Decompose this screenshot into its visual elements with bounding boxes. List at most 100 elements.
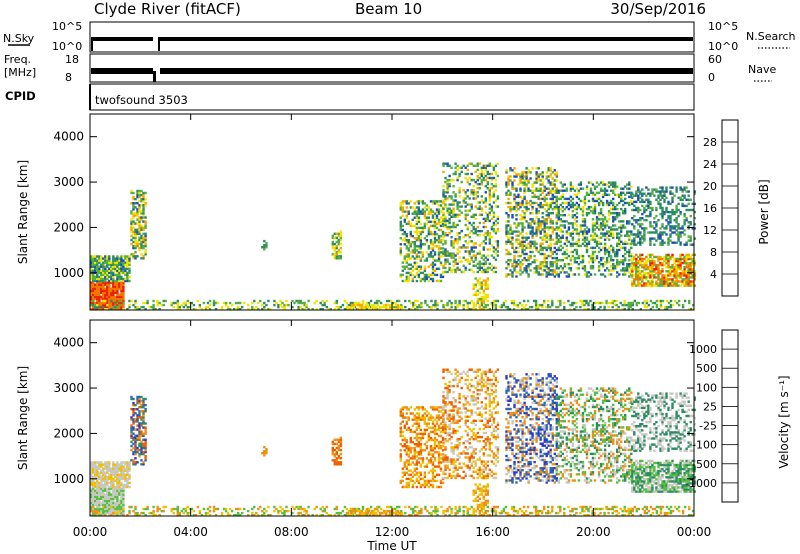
power-cell (565, 189, 568, 192)
power-cell (337, 305, 340, 309)
power-cell (615, 299, 618, 303)
power-cell (458, 232, 461, 235)
velocity-cell (134, 450, 137, 454)
power-cell (587, 212, 591, 215)
power-cell (541, 189, 544, 192)
power-cell (612, 207, 615, 211)
power-cell (208, 308, 212, 311)
power-cell (633, 255, 636, 259)
power-cell (429, 241, 433, 244)
power-cell (474, 246, 477, 249)
velocity-cell (114, 514, 117, 517)
power-cell (452, 256, 455, 259)
power-cell (661, 210, 664, 214)
power-cell (116, 279, 119, 283)
power-cell (543, 185, 546, 188)
power-cell (517, 207, 520, 211)
power-cell (476, 266, 479, 270)
power-cell (136, 232, 139, 235)
power-cell (439, 210, 443, 213)
power-cell (114, 273, 117, 277)
power-cell (525, 189, 528, 192)
power-cell (693, 263, 696, 267)
power-cell (116, 267, 119, 270)
power-cell (637, 282, 640, 285)
power-cell (405, 275, 408, 279)
power-cell (612, 220, 615, 223)
power-cell (527, 226, 530, 229)
power-cell (164, 299, 167, 303)
power-cell (589, 265, 593, 268)
velocity-cell (102, 497, 105, 500)
power-cell (437, 253, 441, 256)
power-cell (589, 246, 593, 250)
power-cell (689, 284, 692, 287)
velocity-cell (108, 485, 111, 489)
power-cell (571, 205, 575, 209)
power-cell (484, 262, 487, 265)
power-cell (515, 187, 518, 190)
velocity-cell (98, 463, 101, 466)
power-cell (629, 305, 632, 309)
power-cell (603, 305, 606, 309)
power-cell (689, 263, 692, 267)
power-cell (439, 216, 443, 219)
velocity-cell (124, 473, 127, 476)
power-cell (549, 226, 552, 229)
velocity-cell (132, 442, 135, 446)
velocity-cell (96, 477, 99, 481)
power-cell (176, 305, 179, 309)
power-cell (573, 256, 577, 260)
power-cell (492, 223, 496, 227)
power-cell (513, 261, 516, 264)
power-cell (585, 230, 589, 233)
power-cell (490, 205, 494, 208)
power-cell (417, 218, 421, 221)
power-cell (597, 250, 601, 254)
power-cell (399, 204, 402, 207)
power-cell (468, 232, 471, 235)
power-cell (521, 248, 524, 252)
power-cell (649, 221, 652, 224)
power-cell (555, 195, 558, 199)
power-cell (547, 246, 550, 250)
power-cell (92, 301, 95, 305)
power-cell (689, 255, 692, 259)
power-cell (132, 244, 135, 248)
power-cell (624, 207, 627, 211)
power-cell (104, 281, 107, 284)
power-cell (411, 206, 414, 209)
power-cell (421, 228, 425, 232)
power-cell (633, 237, 636, 240)
velocity-cell (142, 432, 145, 435)
power-cell (417, 239, 421, 242)
power-cell (569, 256, 573, 260)
power-cell (486, 295, 489, 299)
power-cell (553, 228, 556, 231)
power-cell (599, 232, 603, 235)
power-cell (581, 212, 585, 215)
power-cell (685, 217, 688, 220)
power-cell (509, 273, 512, 276)
power-cell (549, 242, 552, 245)
nsky-trace-2 (160, 37, 693, 41)
velocity-cell (92, 461, 95, 464)
power-cell (679, 266, 682, 269)
velocity-cell (132, 410, 135, 413)
power-cell (535, 210, 538, 213)
power-cell (114, 261, 117, 264)
power-cell (601, 256, 605, 260)
power-cell (533, 246, 536, 250)
power-cell (655, 299, 659, 303)
power-cell (136, 308, 139, 311)
power-cell (657, 255, 660, 259)
power-cell (415, 273, 419, 277)
power-cell (607, 226, 611, 229)
power-cell (112, 261, 115, 264)
power-cell (407, 279, 410, 283)
power-cell (683, 280, 686, 283)
velocity-cell (102, 514, 105, 517)
velocity-cell (138, 410, 141, 413)
power-cell (476, 301, 479, 305)
power-cell (132, 246, 135, 250)
